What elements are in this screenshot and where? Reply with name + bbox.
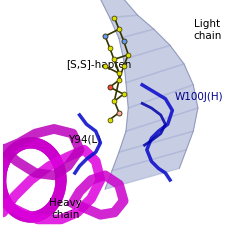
Polygon shape <box>105 150 186 189</box>
Polygon shape <box>119 109 198 152</box>
Polygon shape <box>126 65 193 109</box>
Text: [S,S]-hapten: [S,S]-hapten <box>66 60 131 70</box>
Text: Light
chain: Light chain <box>193 19 221 41</box>
Polygon shape <box>100 0 138 18</box>
Text: Heavy
chain: Heavy chain <box>49 197 82 219</box>
Polygon shape <box>124 46 184 83</box>
Polygon shape <box>126 85 198 132</box>
Text: Y94(L): Y94(L) <box>68 134 101 144</box>
Polygon shape <box>112 132 193 171</box>
Polygon shape <box>110 16 154 39</box>
Text: W100J(H): W100J(H) <box>175 92 223 102</box>
Polygon shape <box>119 30 170 60</box>
